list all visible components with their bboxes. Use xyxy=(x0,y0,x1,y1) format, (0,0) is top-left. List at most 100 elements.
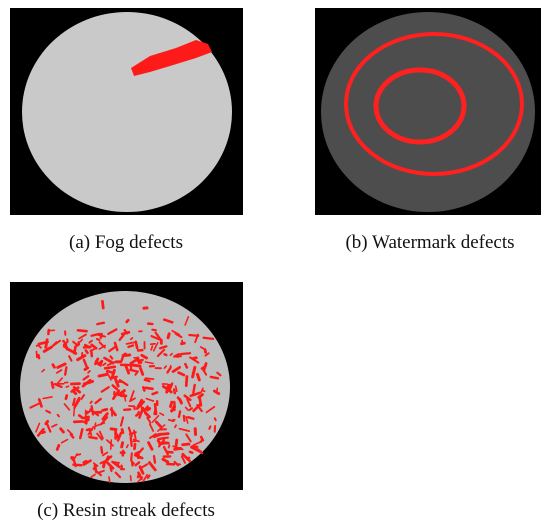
resin-streak xyxy=(136,342,137,348)
panel-b-image xyxy=(315,8,541,215)
wafer xyxy=(321,12,535,212)
resin-streak xyxy=(111,440,112,449)
resin-streak xyxy=(188,417,193,419)
resin-streak xyxy=(39,355,40,358)
resin-streak xyxy=(97,339,99,340)
resin-streak xyxy=(111,377,117,378)
resin-streak xyxy=(185,364,187,367)
resin-streak xyxy=(131,338,133,339)
resin-streak xyxy=(130,476,131,481)
resin-streak xyxy=(74,406,75,416)
resin-streak xyxy=(109,477,110,482)
resin-streak xyxy=(53,365,55,368)
resin-streak xyxy=(131,437,132,446)
resin-streak xyxy=(58,415,59,417)
resin-streak xyxy=(77,454,80,455)
resin-streak xyxy=(42,432,44,433)
resin-streak xyxy=(160,443,168,444)
resin-streak xyxy=(172,420,174,421)
resin-streak xyxy=(154,456,155,463)
panel-a-image xyxy=(10,8,243,215)
resin-streak xyxy=(175,448,181,449)
resin-streak xyxy=(170,354,172,355)
resin-streak xyxy=(128,345,133,346)
resin-streak xyxy=(79,415,82,417)
resin-streak xyxy=(203,390,205,391)
resin-streak xyxy=(179,411,180,416)
resin-streak xyxy=(134,357,138,358)
resin-streak xyxy=(105,367,115,369)
resin-streak xyxy=(86,412,88,413)
resin-streak xyxy=(154,409,155,414)
resin-streak xyxy=(84,461,86,462)
resin-streak xyxy=(95,465,96,472)
resin-streak xyxy=(136,452,139,453)
resin-streak xyxy=(65,342,68,343)
caption: (a) Fog defects xyxy=(69,232,183,253)
resin-streak xyxy=(197,374,199,380)
resin-streak xyxy=(87,429,92,430)
resin-streak xyxy=(111,356,113,358)
resin-streak xyxy=(122,443,123,447)
caption: (c) Resin streak defects xyxy=(37,500,215,521)
resin-streak xyxy=(175,425,176,427)
resin-streak xyxy=(135,444,136,448)
resin-streak xyxy=(138,360,143,361)
resin-streak xyxy=(101,447,102,453)
resin-streak xyxy=(66,386,68,387)
resin-streak xyxy=(104,463,105,467)
resin-streak xyxy=(153,392,157,394)
resin-streak xyxy=(65,367,66,374)
figure: (a) Fog defects (b) Watermark defects (c… xyxy=(0,0,550,523)
resin-streak xyxy=(73,399,75,405)
resin-streak xyxy=(111,429,116,430)
resin-streak xyxy=(190,408,192,410)
resin-streak xyxy=(215,418,216,420)
resin-streak xyxy=(211,377,218,378)
resin-streak xyxy=(146,378,154,379)
resin-streak xyxy=(176,440,177,446)
resin-streak xyxy=(145,380,150,382)
resin-streak xyxy=(102,301,103,308)
resin-streak xyxy=(67,339,68,341)
resin-streak xyxy=(122,430,123,433)
resin-streak xyxy=(193,385,194,393)
resin-streak xyxy=(84,417,88,418)
resin-streak xyxy=(205,350,206,353)
resin-streak xyxy=(118,463,119,466)
resin-streak xyxy=(186,376,187,385)
resin-streak xyxy=(148,409,150,410)
resin-streak xyxy=(78,330,87,331)
resin-streak xyxy=(97,323,104,324)
resin-streak xyxy=(148,476,150,478)
resin-streak xyxy=(183,444,189,445)
resin-streak xyxy=(46,421,48,423)
resin-streak xyxy=(169,445,170,447)
resin-streak xyxy=(52,383,53,388)
resin-streak xyxy=(171,410,174,411)
resin-streak xyxy=(131,453,132,460)
resin-streak xyxy=(184,416,185,421)
resin-streak xyxy=(193,358,196,359)
resin-streak xyxy=(99,374,107,376)
resin-streak xyxy=(64,344,66,346)
resin-streak xyxy=(66,396,67,399)
resin-streak xyxy=(180,399,182,403)
resin-streak xyxy=(88,371,90,373)
resin-streak xyxy=(103,409,107,410)
resin-streak xyxy=(159,434,169,435)
resin-streak xyxy=(164,354,166,355)
resin-streak xyxy=(200,398,201,405)
resin-streak xyxy=(181,353,190,354)
resin-streak xyxy=(201,437,203,440)
wafer xyxy=(20,291,230,483)
resin-streak xyxy=(168,334,169,338)
resin-streak xyxy=(131,365,140,366)
resin-streak xyxy=(86,350,88,352)
resin-streak xyxy=(89,437,96,438)
panel-c-image xyxy=(10,282,243,490)
resin-streak xyxy=(46,340,47,348)
resin-streak xyxy=(122,332,129,334)
caption: (b) Watermark defects xyxy=(345,232,514,253)
resin-streak xyxy=(145,388,152,389)
